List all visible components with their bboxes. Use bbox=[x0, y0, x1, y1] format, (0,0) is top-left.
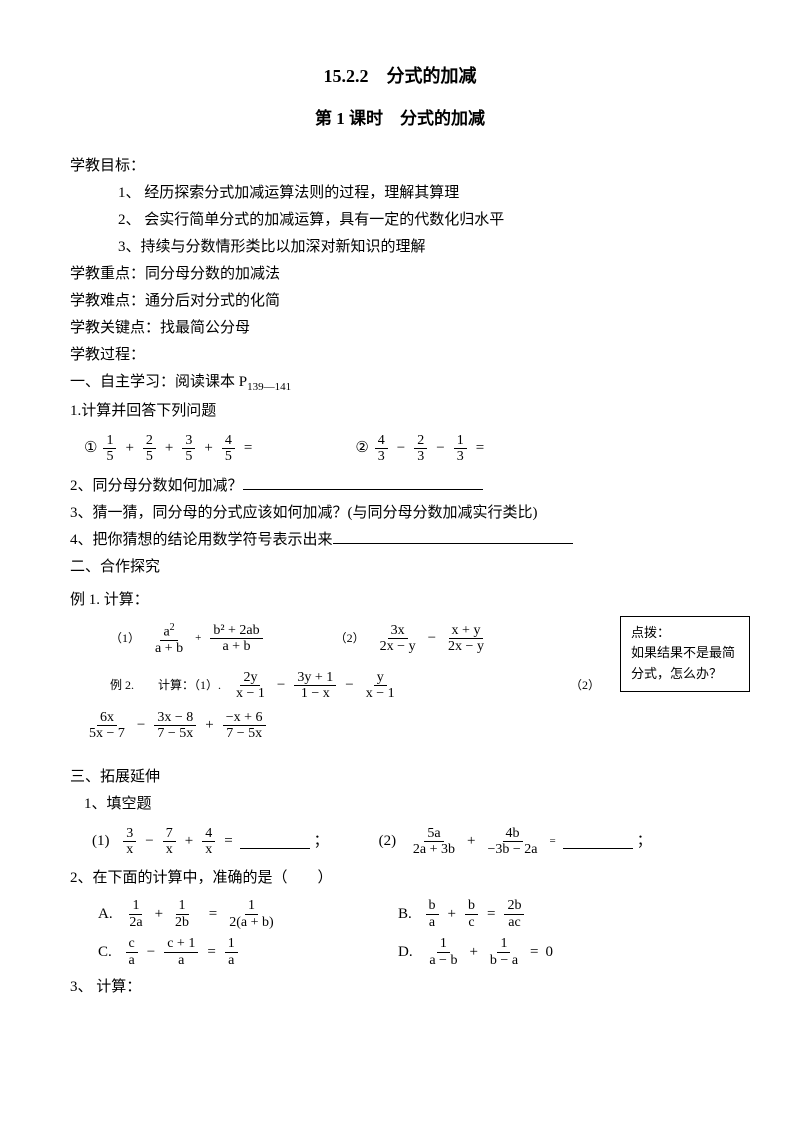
key-label: 学教关键点：找最简公分母 bbox=[70, 315, 730, 342]
hint-title: 点拨： bbox=[631, 623, 739, 644]
ex2-expr-2: 6x5x − 7 − 3x − 87 − 5x + −x + 67 − 5x bbox=[84, 710, 268, 742]
extend-label: 三、拓展延伸 bbox=[70, 764, 730, 791]
label-c: C. bbox=[98, 939, 112, 966]
ex2-label: 例 2. 计算：（1）. bbox=[110, 675, 221, 697]
difficulty-label: 学教难点：通分后对分式的化简 bbox=[70, 288, 730, 315]
fill-expr-1: (1) 3x − 7x + 4x = ； bbox=[92, 826, 329, 858]
example-1-container: （1） a2a + b + b² + 2aba + b （2） 3x2x − y… bbox=[70, 622, 730, 702]
choice-row-1: A. 12a + 12b = 12(a + b) B. ba + bc = 2b… bbox=[98, 898, 730, 930]
example-1-label: 例 1. 计算： bbox=[70, 587, 730, 614]
self-study-text: 一、自主学习：阅读课本 P bbox=[70, 374, 247, 390]
fill-expr-2: (2) 5a2a + 3b + 4b−3b − 2a = ； bbox=[379, 826, 652, 858]
objectives-label: 学教目标： bbox=[70, 153, 730, 180]
q1-expr-1: ① 15 + 25 + 35 + 45 = bbox=[84, 433, 255, 465]
q4-text: 4、把你猜想的结论用数学符号表示出来 bbox=[70, 532, 333, 548]
coop-label: 二、合作探究 bbox=[70, 554, 730, 581]
fill-label: 1、填空题 bbox=[70, 791, 730, 818]
fill-2-label: (2) bbox=[379, 828, 397, 855]
q1-expr-2: ② 43 − 23 − 13 = bbox=[355, 433, 487, 465]
hint-box: 点拨： 如果结果不是最简分式，怎么办？ bbox=[620, 616, 750, 692]
choice-d: D. 1a − b + 1b − a =0 bbox=[398, 936, 658, 968]
hint-text: 如果结果不是最简分式，怎么办？ bbox=[631, 643, 739, 685]
circle-2: ② bbox=[355, 435, 368, 462]
mc-label: 2、在下面的计算中，准确的是（ ） bbox=[70, 865, 730, 892]
blank-line bbox=[240, 833, 310, 849]
ex1-expr-1: （1） a2a + b + b² + 2aba + b bbox=[110, 622, 265, 656]
question-1: 1.计算并回答下列问题 bbox=[70, 398, 730, 425]
choice-b: B. ba + bc = 2bac bbox=[398, 898, 658, 930]
choice-row-2: C. ca − c + 1a = 1a D. 1a − b + 1b − a =… bbox=[98, 936, 730, 968]
question-2: 2、同分母分数如何加减？ bbox=[70, 473, 730, 500]
blank-line bbox=[563, 833, 633, 849]
label-d: D. bbox=[398, 939, 413, 966]
blank-line bbox=[243, 474, 483, 490]
label-b: B. bbox=[398, 901, 412, 928]
ex1-1-label: （1） bbox=[110, 628, 140, 650]
lesson-subtitle: 第 1 课时 分式的加减 bbox=[70, 104, 730, 135]
section-title: 15.2.2 分式的加减 bbox=[70, 60, 730, 92]
objective-1: 1、 经历探索分式加减运算法则的过程，理解其算理 bbox=[70, 180, 730, 207]
label-a: A. bbox=[98, 901, 113, 928]
objective-2: 2、 会实行简单分式的加减运算，具有一定的代数化归水平 bbox=[70, 207, 730, 234]
fill-1-label: (1) bbox=[92, 828, 110, 855]
question-3: 3、猜一猜，同分母的分式应该如何加减？(与同分母分数加减实行类比) bbox=[70, 500, 730, 527]
objective-3: 3、持续与分数情形类比以加深对新知识的理解 bbox=[70, 234, 730, 261]
focus-label: 学教重点：同分母分数的加减法 bbox=[70, 261, 730, 288]
ex2-2-label: （2） bbox=[570, 675, 600, 697]
blank-line bbox=[333, 528, 573, 544]
calc-3-label: 3、 计算： bbox=[70, 974, 730, 1001]
choice-c: C. ca − c + 1a = 1a bbox=[98, 936, 358, 968]
ex2-row-2: 6x5x − 7 − 3x − 87 − 5x + −x + 67 − 5x bbox=[84, 710, 730, 742]
question-4: 4、把你猜想的结论用数学符号表示出来 bbox=[70, 527, 730, 554]
self-study-label: 一、自主学习：阅读课本 P139—141 bbox=[70, 369, 730, 398]
process-label: 学教过程： bbox=[70, 342, 730, 369]
fill-row: (1) 3x − 7x + 4x = ； (2) 5a2a + 3b + 4b−… bbox=[92, 826, 730, 858]
ex2-expr-1: 例 2. 计算：（1）. 2yx − 1 − 3y + 11 − x − yx … bbox=[110, 670, 400, 702]
q1-math-row: ① 15 + 25 + 35 + 45 = ② 43 − 23 − 13 = bbox=[84, 433, 730, 465]
ex1-expr-2: （2） 3x2x − y − x + y2x − y bbox=[335, 623, 489, 655]
q2-text: 2、同分母分数如何加减？ bbox=[70, 478, 243, 494]
page-range: 139—141 bbox=[247, 381, 291, 393]
ex1-2-label: （2） bbox=[335, 628, 365, 650]
circle-1: ① bbox=[84, 435, 97, 462]
choice-a: A. 12a + 12b = 12(a + b) bbox=[98, 898, 358, 930]
